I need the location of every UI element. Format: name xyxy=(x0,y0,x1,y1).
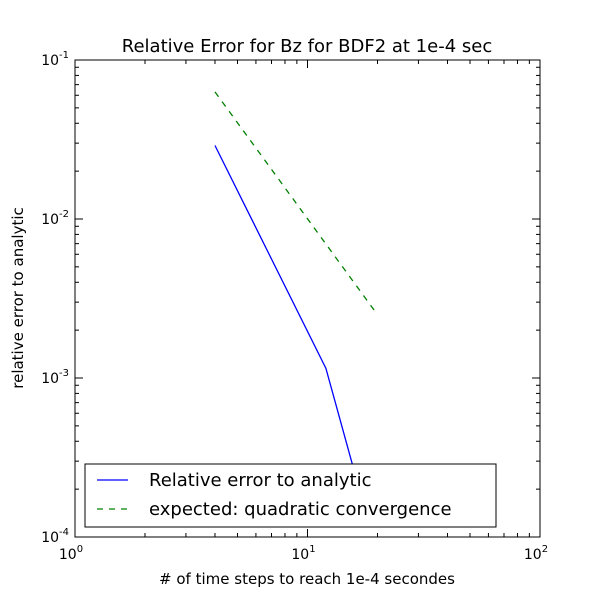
y-axis-label: relative error to analytic xyxy=(9,207,27,389)
tick-exponent: -1 xyxy=(59,50,69,61)
chart-title: Relative Error for Bz for BDF2 at 1e-4 s… xyxy=(122,36,492,57)
series-line-0 xyxy=(214,145,356,474)
series-line-1 xyxy=(214,91,379,316)
tick-exponent: 1 xyxy=(309,544,315,555)
tick-base: 10 xyxy=(41,371,59,387)
tick-base: 10 xyxy=(59,547,77,563)
y-tick-label-0: 10-4 xyxy=(41,527,69,546)
legend: Relative error to analytic expected: qua… xyxy=(84,463,497,528)
x-tick-labels: 100 101 102 xyxy=(59,544,548,563)
minor-ticks xyxy=(75,60,540,537)
x-axis-label: # of time steps to reach 1e-4 secondes xyxy=(159,570,455,588)
series-layer xyxy=(214,91,379,474)
tick-base: 10 xyxy=(41,212,59,228)
tick-exponent: 0 xyxy=(77,544,83,555)
x-tick-label-2: 102 xyxy=(524,544,548,563)
y-tick-label-2: 10-2 xyxy=(41,209,69,228)
legend-label-series-1: expected: quadratic convergence xyxy=(149,499,452,520)
legend-box xyxy=(84,463,497,528)
tick-base: 10 xyxy=(41,530,59,546)
tick-exponent: 2 xyxy=(542,544,548,555)
legend-label-series-0: Relative error to analytic xyxy=(149,470,371,491)
tick-exponent: -4 xyxy=(59,527,69,538)
y-tick-label-1: 10-3 xyxy=(41,368,69,387)
plot-frame xyxy=(74,59,541,538)
y-tick-labels: 10-410-310-210-1 xyxy=(41,50,69,546)
tick-exponent: -2 xyxy=(59,209,69,220)
tick-base: 10 xyxy=(524,547,542,563)
tick-base: 10 xyxy=(291,547,309,563)
x-tick-label-1: 101 xyxy=(291,544,315,563)
y-tick-label-3: 10-1 xyxy=(41,50,69,69)
x-tick-label-0: 100 xyxy=(59,544,83,563)
tick-exponent: -3 xyxy=(59,368,69,379)
tick-base: 10 xyxy=(41,53,59,69)
